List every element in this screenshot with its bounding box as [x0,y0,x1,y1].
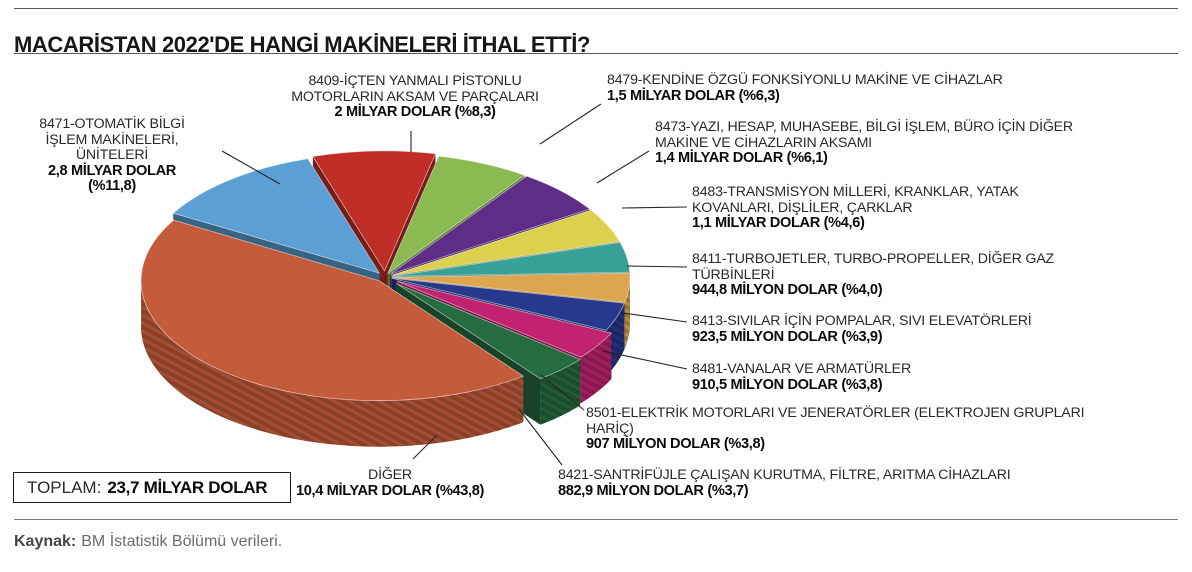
total-value: 23,7 MİLYAR DOLAR [107,477,268,497]
slice-name: 8409-İÇTEN YANMALI PİSTONLU MOTORLARIN A… [291,73,539,105]
leader-line [221,150,281,185]
slice-name: 8479-KENDİNE ÖZGÜ FONKSİYONLU MAKİNE VE … [607,72,1003,88]
slice-name: DİĞER [368,467,412,483]
slice-label-8421: 8421-SANTRİFÜJLE ÇALIŞAN KURUTMA, FİLTRE… [558,467,1188,499]
top-rule [14,8,1178,9]
slice-name: 8473-YAZI, HESAP, MUHASEBE, BİLGİ İŞLEM,… [655,119,1073,151]
pie-chart-3d [0,56,1192,516]
total-label: TOPLAM: [27,477,102,497]
page-title: MACARİSTAN 2022'DE HANGİ MAKİNELERİ İTHA… [14,31,590,57]
total-box: TOPLAM: 23,7 MİLYAR DOLAR [13,472,291,503]
leader-line [626,265,688,268]
source-label: Kaynak: [14,533,77,550]
slice-label-8479: 8479-KENDİNE ÖZGÜ FONKSİYONLU MAKİNE VE … [607,72,1187,104]
leader-line [622,312,688,323]
slice-value: 923,5 MİLYON DOLAR (%3,9) [692,328,883,345]
slice-value: 10,4 MİLYAR DOLAR (%43,8) [295,482,485,499]
slice-name: 8501-ELEKTRİK MOTORLARI VE JENERATÖRLER … [586,405,1085,437]
slice-label-8411: 8411-TURBOJETLER, TURBO-PROPELLER, DİĞER… [692,251,1187,299]
leader-line [540,374,585,411]
footer-rule [14,519,1178,520]
source-note: Kaynak: BM İstatistik Bölümü verileri. [14,533,282,551]
slice-value: 910,5 MİLYON DOLAR (%3,8) [692,376,883,393]
slice-name: 8471-OTOMATİK BİLGİ İŞLEM MAKİNELERİ, ÜN… [39,116,185,163]
slice-label-8471: 8471-OTOMATİK BİLGİ İŞLEM MAKİNELERİ, ÜN… [2,116,222,195]
slice-label-8501: 8501-ELEKTRİK MOTORLARI VE JENERATÖRLER … [586,405,1186,453]
slice-value: 2,8 MİLYAR DOLAR (%11,8) [48,162,176,194]
slice-label-8413: 8413-SIVILAR İÇİN POMPALAR, SIVI ELEVATÖ… [692,313,1187,345]
leader-line [602,350,688,370]
leader-line [621,206,688,209]
slice-value: 882,9 MİLYON DOLAR (%3,7) [558,482,749,499]
slice-label-diger: DİĞER 10,4 MİLYAR DOLAR (%43,8) [270,467,510,499]
title-rule [14,53,1178,54]
slice-value: 1,1 MİLYAR DOLAR (%4,6) [692,215,865,231]
slice-value: 2 MİLYAR DOLAR (%8,3) [334,104,496,120]
slice-name: 8421-SANTRİFÜJLE ÇALIŞAN KURUTMA, FİLTRE… [558,467,1011,483]
slice-value: 944,8 MİLYON DOLAR (%4,0) [692,282,883,298]
leader-line [539,103,602,145]
slice-label-8481: 8481-VANALAR VE ARMATÜRLER 910,5 MİLYON D… [692,361,1187,393]
source-text: BM İstatistik Bölümü verileri. [81,533,283,550]
leader-line [518,408,563,466]
slice-value: 1,5 MİLYAR DOLAR (%6,3) [607,87,780,104]
slice-label-8409: 8409-İÇTEN YANMALI PİSTONLU MOTORLARIN A… [245,73,585,121]
slice-label-8473: 8473-YAZI, HESAP, MUHASEBE, BİLGİ İŞLEM,… [655,119,1185,167]
slice-name: 8483-TRANSMİSYON MİLLERİ, KRANKLAR, YATA… [692,184,1019,216]
leader-line [596,150,650,184]
slice-name: 8411-TURBOJETLER, TURBO-PROPELLER, DİĞER… [692,251,1054,283]
slice-name: 8413-SIVILAR İÇİN POMPALAR, SIVI ELEVATÖ… [692,313,1032,329]
slice-label-8483: 8483-TRANSMİSYON MİLLERİ, KRANKLAR, YATA… [692,184,1187,232]
slice-value: 907 MİLYON DOLAR (%3,8) [586,436,765,452]
leader-line [412,434,438,460]
slice-name: 8481-VANALAR VE ARMATÜRLER [692,361,911,377]
slice-value: 1,4 MİLYAR DOLAR (%6,1) [655,150,828,166]
